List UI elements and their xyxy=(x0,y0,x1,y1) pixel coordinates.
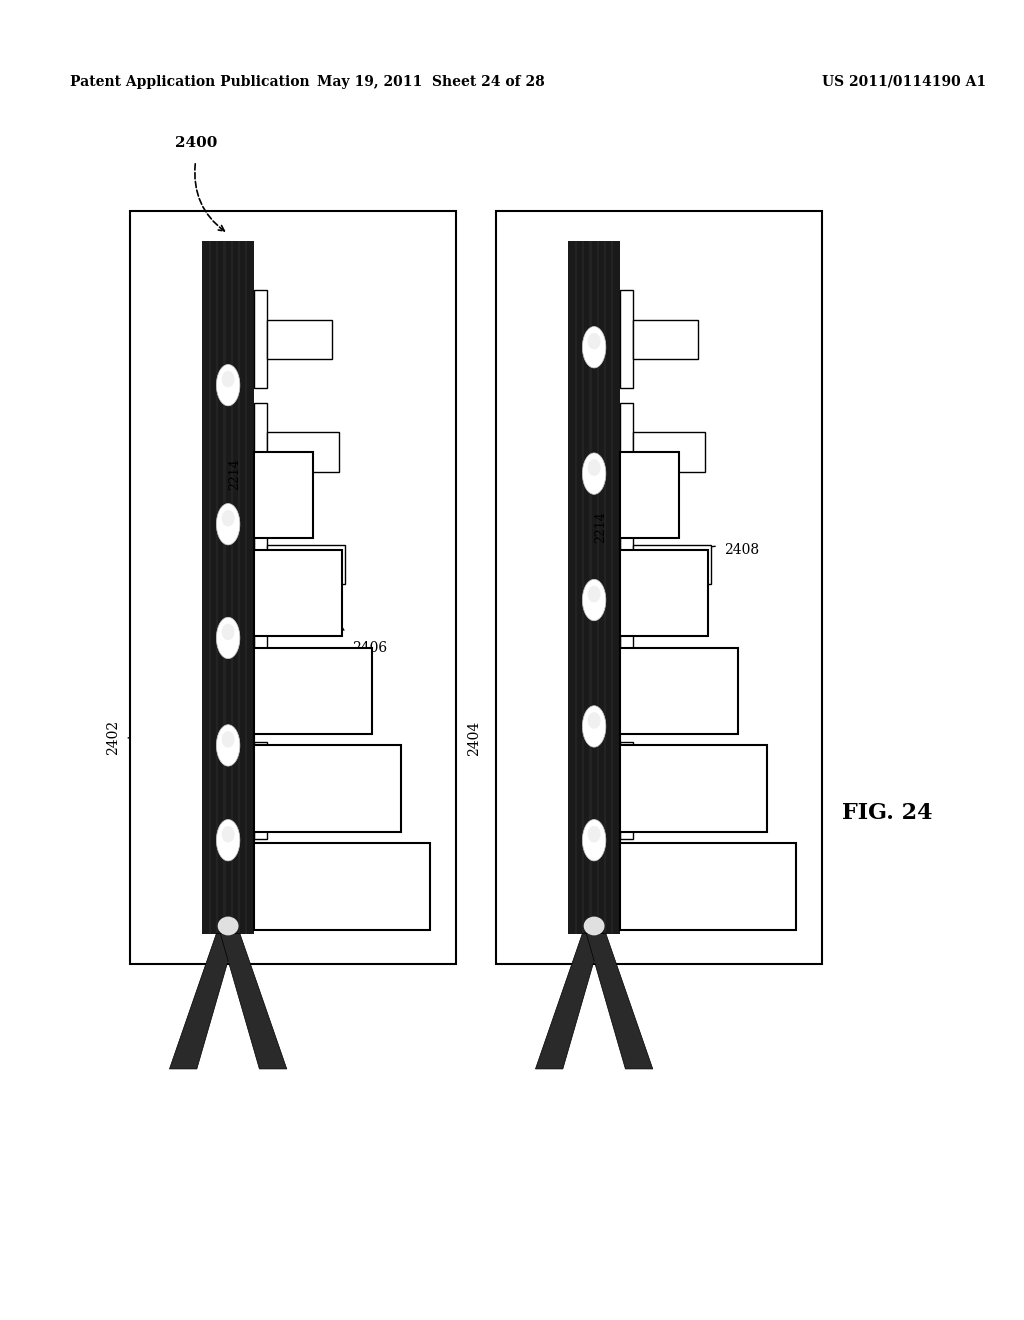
Ellipse shape xyxy=(221,731,234,747)
Ellipse shape xyxy=(221,623,234,640)
Bar xyxy=(130,211,457,964)
Bar xyxy=(238,242,240,933)
Bar xyxy=(604,242,606,933)
Bar xyxy=(582,242,585,933)
Bar xyxy=(267,771,358,810)
Bar xyxy=(254,290,267,388)
Ellipse shape xyxy=(221,510,234,527)
Bar xyxy=(590,242,592,933)
Bar xyxy=(267,659,352,697)
PathPatch shape xyxy=(621,451,797,929)
Ellipse shape xyxy=(218,916,239,936)
Bar xyxy=(633,771,724,810)
Text: 2404: 2404 xyxy=(467,721,481,755)
Bar xyxy=(230,242,232,933)
Text: Patent Application Publication: Patent Application Publication xyxy=(71,75,310,88)
Text: 2214: 2214 xyxy=(594,511,607,543)
Ellipse shape xyxy=(216,364,240,405)
Ellipse shape xyxy=(588,459,601,477)
Bar xyxy=(621,403,633,500)
Polygon shape xyxy=(220,933,287,1069)
Polygon shape xyxy=(169,933,236,1069)
Ellipse shape xyxy=(583,820,606,861)
Bar xyxy=(621,290,633,388)
Ellipse shape xyxy=(588,333,601,350)
Ellipse shape xyxy=(588,713,601,729)
Ellipse shape xyxy=(588,826,601,842)
Text: May 19, 2011  Sheet 24 of 28: May 19, 2011 Sheet 24 of 28 xyxy=(317,75,545,88)
Bar xyxy=(633,659,718,697)
Ellipse shape xyxy=(216,618,240,659)
Bar xyxy=(267,545,345,585)
Ellipse shape xyxy=(583,326,606,368)
Bar xyxy=(267,319,333,359)
Ellipse shape xyxy=(588,586,601,602)
Bar xyxy=(574,242,577,933)
Ellipse shape xyxy=(221,371,234,387)
Bar xyxy=(611,242,613,933)
Text: FIG. 24: FIG. 24 xyxy=(843,803,933,824)
PathPatch shape xyxy=(254,451,430,929)
Ellipse shape xyxy=(584,916,604,936)
Bar xyxy=(597,242,599,933)
Bar xyxy=(209,242,211,933)
Bar xyxy=(621,628,633,726)
Bar xyxy=(633,319,698,359)
Bar xyxy=(246,242,248,933)
Text: US 2011/0114190 A1: US 2011/0114190 A1 xyxy=(822,75,986,88)
Bar xyxy=(254,742,267,840)
Bar xyxy=(633,433,705,471)
Ellipse shape xyxy=(583,706,606,747)
Text: 2408: 2408 xyxy=(724,543,760,557)
Ellipse shape xyxy=(216,503,240,545)
Bar xyxy=(216,242,218,933)
Text: 2400: 2400 xyxy=(175,136,218,149)
Bar xyxy=(254,628,267,726)
Ellipse shape xyxy=(216,820,240,861)
Bar xyxy=(223,242,225,933)
Polygon shape xyxy=(536,933,602,1069)
Bar xyxy=(621,742,633,840)
Bar xyxy=(254,516,267,614)
Bar xyxy=(202,242,254,933)
Text: 2402: 2402 xyxy=(106,721,121,755)
Bar xyxy=(633,545,712,585)
Bar xyxy=(568,242,621,933)
Ellipse shape xyxy=(221,826,234,842)
Polygon shape xyxy=(587,933,652,1069)
Ellipse shape xyxy=(583,453,606,494)
Text: 2406: 2406 xyxy=(352,640,387,655)
Bar xyxy=(267,433,339,471)
Bar xyxy=(254,403,267,500)
Bar xyxy=(497,211,822,964)
Bar xyxy=(621,516,633,614)
Ellipse shape xyxy=(583,579,606,620)
Text: 2214: 2214 xyxy=(228,458,241,491)
Ellipse shape xyxy=(216,725,240,766)
